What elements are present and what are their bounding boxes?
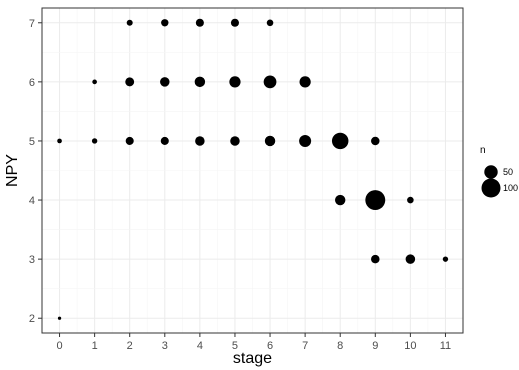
- data-point: [264, 135, 276, 147]
- data-point: [331, 132, 349, 150]
- data-point: [160, 77, 170, 87]
- data-point: [160, 136, 169, 145]
- data-point: [57, 138, 62, 144]
- legend: n 50 100: [480, 145, 518, 198]
- x-tick-label: 3: [162, 340, 168, 352]
- data-point: [335, 194, 346, 206]
- x-tick-label: 11: [440, 340, 451, 352]
- data-point: [195, 18, 204, 27]
- legend-title: n: [480, 145, 486, 156]
- data-point: [442, 256, 449, 262]
- x-tick-label: 8: [337, 340, 343, 352]
- panel-border: [41, 7, 464, 334]
- data-point: [371, 254, 380, 264]
- y-tick-label: 3: [29, 254, 35, 266]
- legend-key: [481, 178, 501, 198]
- x-tick-label: 6: [267, 340, 273, 352]
- x-tick-label: 7: [302, 340, 308, 352]
- x-tick-label: 2: [127, 340, 133, 352]
- y-tick-label: 4: [29, 195, 35, 207]
- data-point: [299, 76, 311, 88]
- data-point: [230, 136, 240, 146]
- data-point: [230, 18, 239, 27]
- data-point: [405, 254, 416, 264]
- data-point: [126, 19, 133, 26]
- x-tick-label: 4: [197, 340, 203, 352]
- y-axis-title: NPY: [4, 154, 21, 187]
- data-point: [365, 190, 386, 211]
- data-point: [161, 19, 169, 27]
- data-point: [407, 196, 414, 204]
- y-tick-label: 5: [29, 136, 35, 148]
- x-tick-label: 1: [92, 340, 98, 352]
- data-point: [263, 75, 277, 89]
- data-point: [229, 76, 241, 88]
- data-point: [299, 134, 312, 147]
- data-point: [57, 316, 62, 320]
- x-tick-label: 5: [232, 340, 238, 352]
- grid-lines: [42, 8, 463, 333]
- x-tick-label: 9: [372, 340, 378, 352]
- data-point: [91, 138, 98, 144]
- data-point: [371, 136, 380, 146]
- y-axis-ticks: 2 3 4 5 6 7: [29, 18, 42, 325]
- data-point: [125, 77, 135, 87]
- legend-key: [484, 165, 498, 179]
- data-point: [266, 19, 274, 27]
- y-tick-label: 2: [29, 313, 35, 325]
- x-axis-ticks: 0 1 2 3 4 5 6 7 8 9 10 11: [56, 333, 451, 352]
- data-point: [92, 79, 97, 85]
- data-points: [57, 18, 449, 320]
- y-tick-label: 7: [29, 18, 35, 30]
- data-point: [125, 136, 134, 145]
- x-axis-title: stage: [233, 350, 272, 367]
- data-point: [194, 76, 206, 88]
- data-point: [195, 136, 205, 146]
- x-tick-label: 10: [404, 340, 416, 352]
- legend-label: 100: [503, 183, 518, 193]
- y-tick-label: 6: [29, 77, 35, 89]
- x-tick-label: 0: [56, 340, 62, 352]
- legend-label: 50: [503, 167, 513, 177]
